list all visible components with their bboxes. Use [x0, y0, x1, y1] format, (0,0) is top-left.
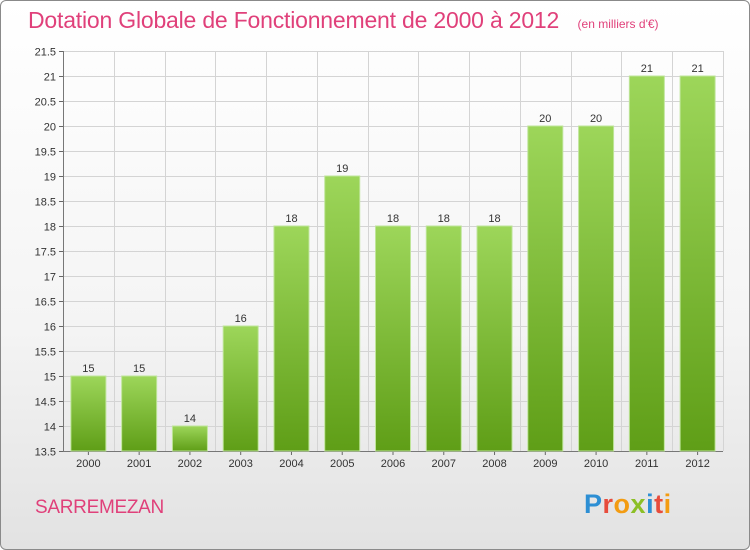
- bar-2004: [273, 225, 310, 452]
- y-tick-label: 16.5: [35, 297, 56, 309]
- y-tick-label: 17: [44, 272, 56, 284]
- data-label: 16: [235, 313, 247, 325]
- x-tick-label: 2012: [685, 458, 709, 470]
- title-row: Dotation Globale de Fonctionnement de 20…: [28, 7, 659, 34]
- y-tick-label: 20.5: [35, 97, 56, 109]
- x-tick-label: 2011: [635, 458, 659, 470]
- data-label: 21: [691, 63, 703, 75]
- x-tick-label: 2000: [76, 458, 100, 470]
- bar-2008: [476, 225, 513, 452]
- chart-subtitle: (en milliers d'€): [577, 17, 659, 31]
- y-tick-label: 15.5: [35, 347, 56, 359]
- bar-2006: [375, 225, 411, 452]
- proxiti-logo[interactable]: Proxiti: [584, 489, 672, 519]
- y-tick-label: 20: [44, 122, 56, 134]
- y-tick-label: 19: [44, 172, 56, 184]
- x-tick-label: 2002: [178, 458, 202, 470]
- x-tick-label: 2001: [127, 458, 151, 470]
- y-tick-label: 18.5: [35, 197, 56, 209]
- data-label: 18: [387, 213, 399, 225]
- bar-2010: [578, 125, 615, 452]
- x-tick-label: 2010: [584, 458, 608, 470]
- x-tick-label: 2009: [533, 458, 557, 470]
- bar-2009: [527, 125, 564, 452]
- bar-2011: [628, 75, 665, 452]
- y-tick-label: 21.5: [35, 47, 56, 59]
- data-label: 20: [539, 113, 551, 125]
- data-label: 18: [488, 213, 500, 225]
- labels: 15 2000 15 2001 14 2002 16 2003 18 2004 19 2005 18 20…: [76, 63, 710, 470]
- data-label: 20: [590, 113, 602, 125]
- bar-2012: [679, 75, 716, 452]
- bar-2000: [70, 375, 107, 452]
- data-label: 15: [82, 363, 94, 375]
- y-tick-label: 18: [44, 222, 56, 234]
- data-label: 19: [336, 163, 348, 175]
- y-tick-label: 14.5: [35, 397, 56, 409]
- x-tick-label: 2004: [279, 458, 303, 470]
- data-label: 15: [133, 363, 145, 375]
- bar-2007: [425, 225, 462, 452]
- data-label: 21: [641, 63, 653, 75]
- bar-2002: [171, 425, 208, 452]
- bar-2001: [121, 375, 158, 452]
- y-tick-label: 16: [44, 322, 56, 334]
- data-label: 18: [285, 213, 297, 225]
- y-tick-label: 19.5: [35, 147, 56, 159]
- data-label: 14: [184, 413, 196, 425]
- x-tick-label: 2005: [330, 458, 354, 470]
- y-tick-label: 17.5: [35, 247, 56, 259]
- data-label: 18: [438, 213, 450, 225]
- chart-title: Dotation Globale de Fonctionnement de 20…: [28, 7, 560, 33]
- municipality-name: SARREMEZAN: [35, 497, 164, 518]
- x-tick-label: 2003: [228, 458, 252, 470]
- y-tick-label: 13.5: [35, 447, 56, 459]
- x-tick-label: 2006: [381, 458, 405, 470]
- bar-2005: [324, 175, 361, 452]
- y-tick-label: 15: [44, 372, 56, 384]
- y-tick-label: 21: [44, 72, 56, 84]
- x-tick-label: 2007: [432, 458, 456, 470]
- bar-2003: [222, 325, 259, 452]
- y-tick-label: 14: [44, 422, 56, 434]
- x-tick-label: 2008: [482, 458, 506, 470]
- bars: [70, 75, 716, 452]
